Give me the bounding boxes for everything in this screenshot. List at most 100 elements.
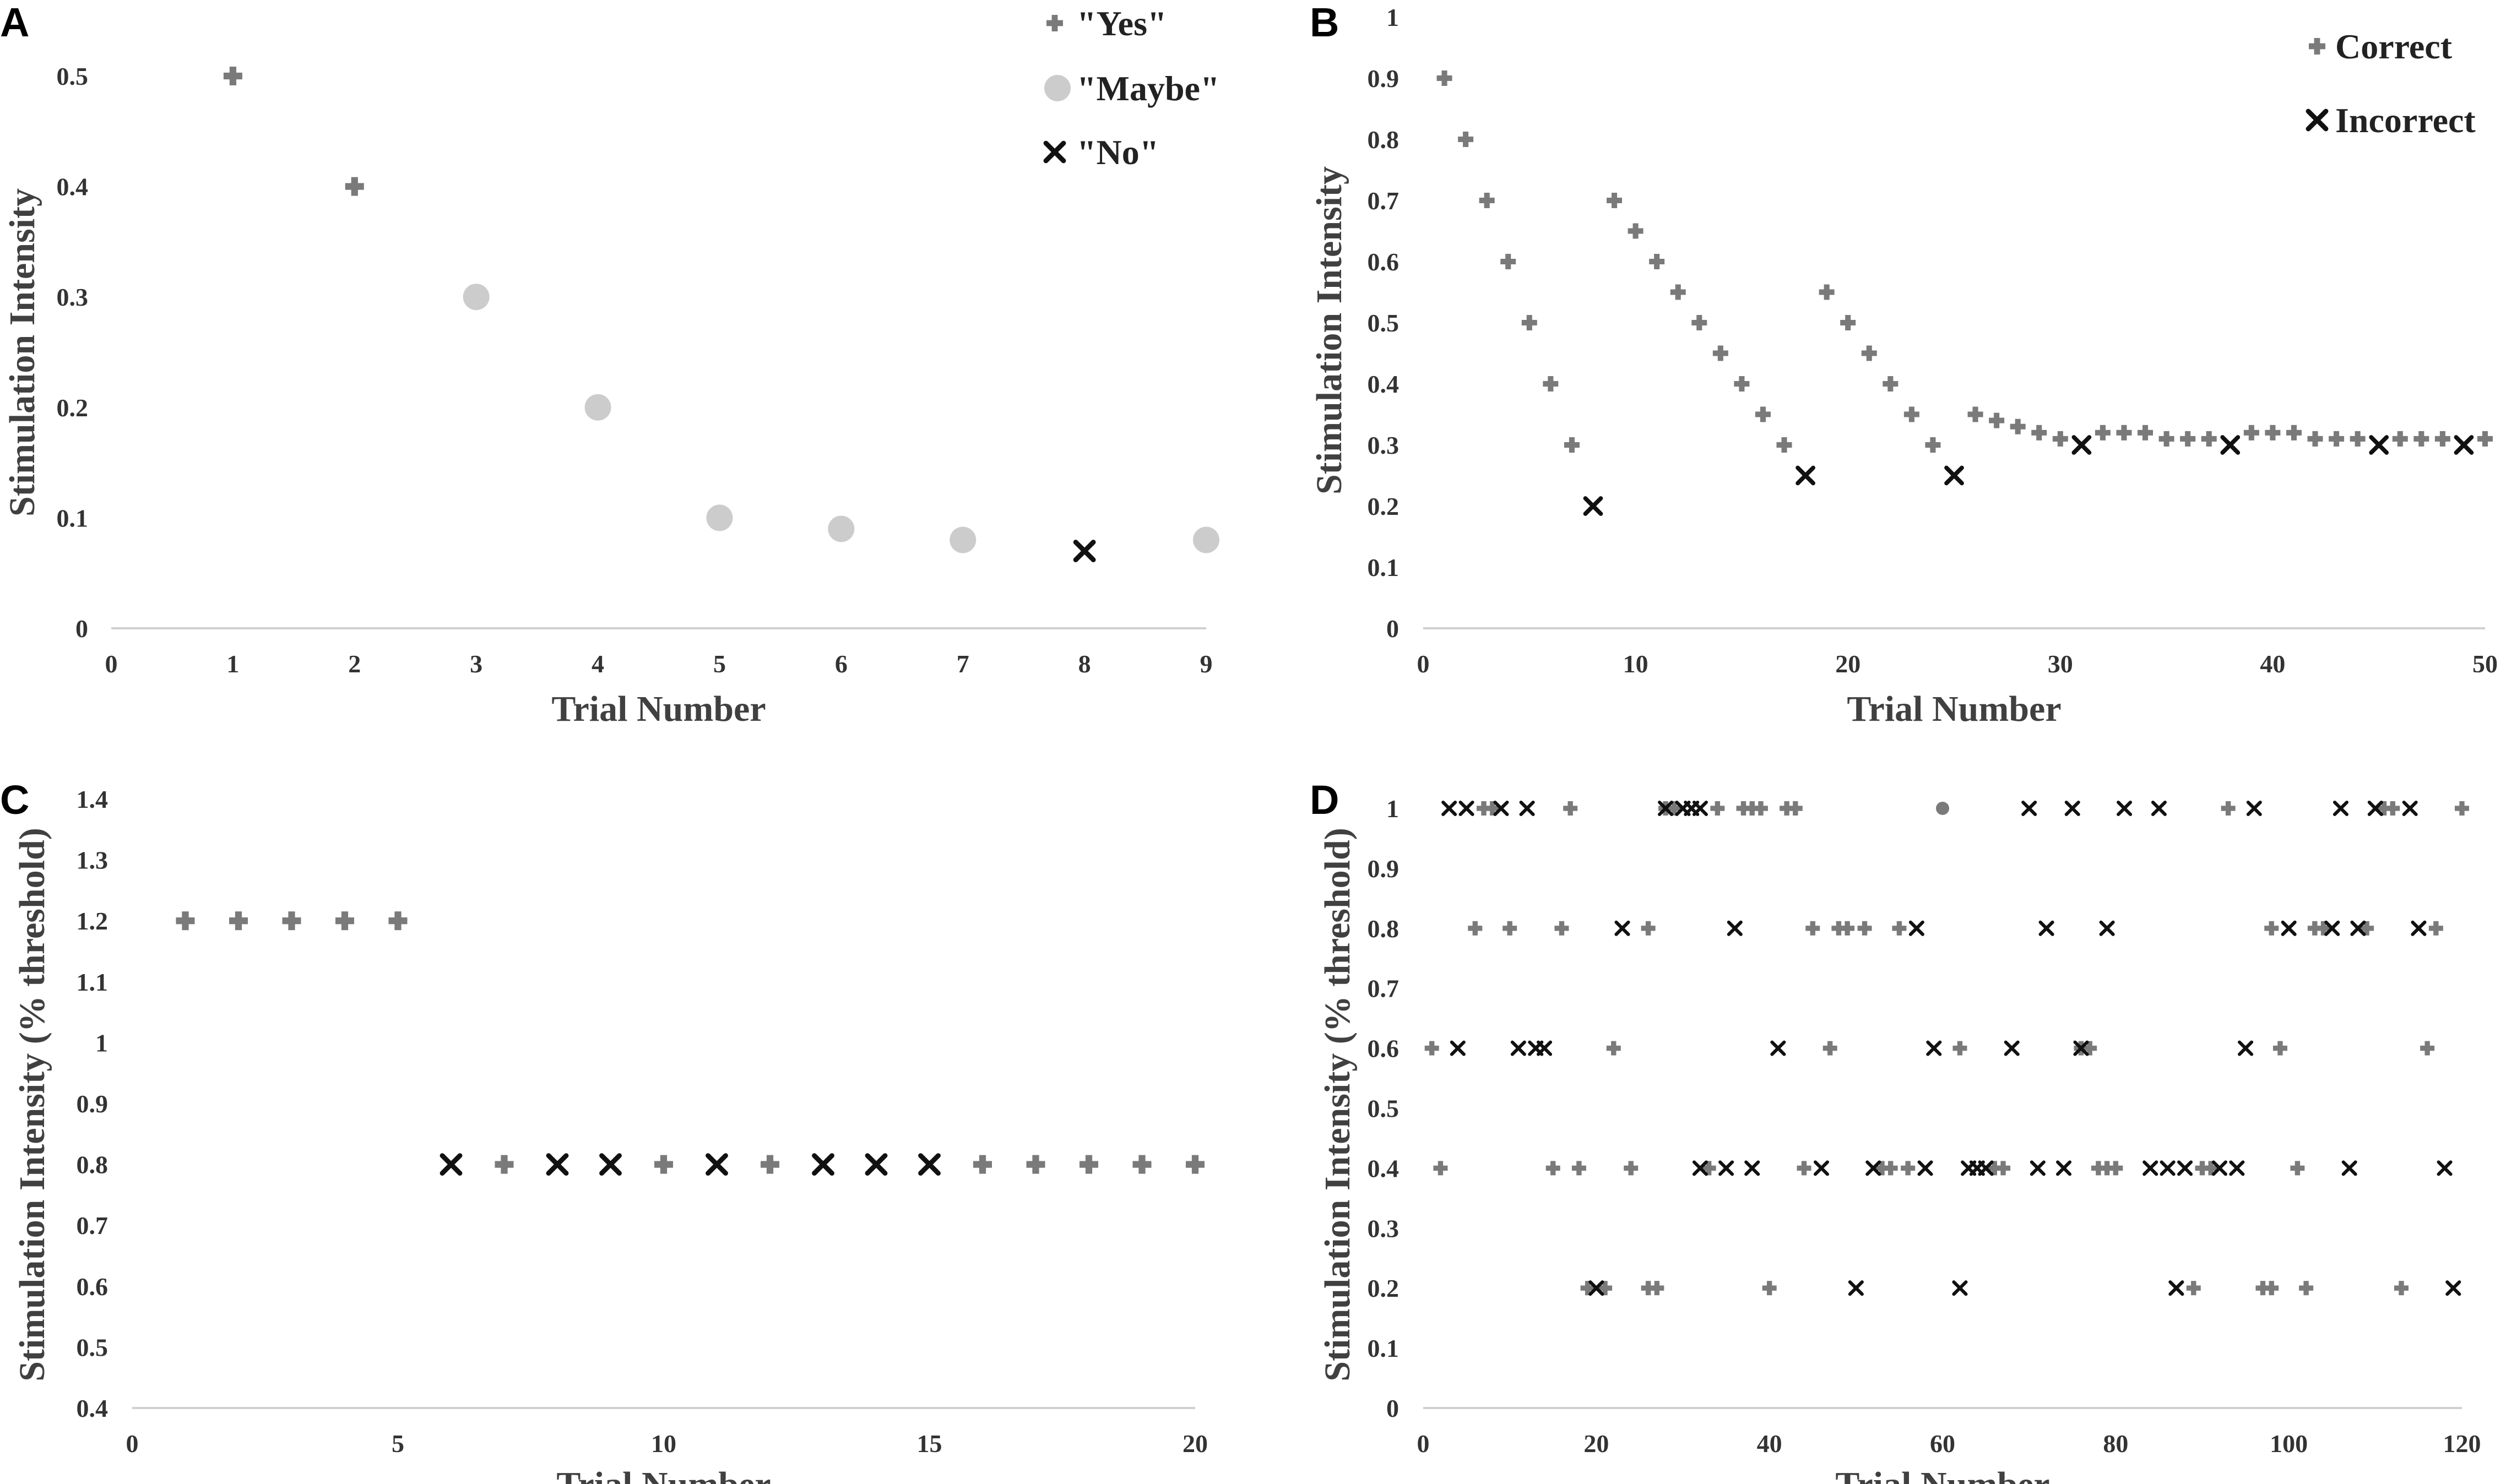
panel-d-y-tick: 0.9 — [1368, 855, 1400, 883]
legend-correct-plus-marker — [2309, 38, 2325, 55]
panel-b-point-plus — [2477, 431, 2493, 447]
panel-a-x-tick: 5 — [713, 650, 726, 678]
panel-d-point-plus — [1710, 801, 1725, 816]
panel-a-legend: "Yes" "Maybe" "No" — [1043, 4, 1219, 172]
panel-c-point-plus — [282, 911, 301, 931]
panel-d-point-plus — [1554, 921, 1569, 936]
panel-d-point-dot — [1936, 802, 1949, 815]
panel-b-point-plus — [1819, 284, 1835, 300]
panel-b-point-plus — [1883, 376, 1899, 392]
panel-d-point-cross — [2341, 1160, 2357, 1176]
panel-b-point-plus — [2265, 425, 2281, 441]
panel-c-y-ticks: 0.4 0.5 0.6 0.7 0.8 0.9 1 1.1 1.2 1.3 1.4 — [77, 785, 109, 1422]
panel-d-point-cross — [2246, 800, 2262, 817]
panel-c-x-tick: 15 — [917, 1429, 942, 1458]
legend-maybe: "Maybe" — [1044, 69, 1219, 108]
panel-c-point-plus — [335, 911, 354, 931]
panel-b-x-label: Trial Number — [1847, 689, 2061, 729]
panel-b-point-plus — [1607, 193, 1623, 208]
panel-a: A Trial Number Stimulation Intensity 0 1 2… — [0, 0, 1219, 729]
panel-a-x-tick: 2 — [348, 650, 361, 678]
panel-c-point-plus — [1080, 1155, 1098, 1174]
panel-a-x-tick: 0 — [105, 650, 118, 678]
panel-d-point-cross — [1493, 800, 1509, 817]
panel-d-point-plus — [1736, 801, 1751, 816]
panel-a-point-circle — [828, 515, 855, 542]
panel-b-point-cross — [2369, 435, 2389, 455]
panel-d-point-cross — [1441, 800, 1457, 817]
panel-d-x-label: Trial Number — [1835, 1465, 2049, 1484]
panel-d-point-cross — [1537, 1040, 1553, 1056]
panel-a-x-tick: 3 — [470, 650, 482, 678]
panel-d-point-plus — [1892, 921, 1907, 936]
panel-d-x-tick: 0 — [1417, 1429, 1430, 1458]
legend-no: "No" — [1043, 133, 1159, 172]
panel-d-point-cross — [2038, 920, 2054, 936]
panel-d-point-plus — [2272, 1041, 2287, 1056]
panel-d-point-plus — [1840, 921, 1855, 936]
panel-d-point-cross — [2004, 1040, 2020, 1056]
panel-d-point-cross — [2333, 800, 2348, 817]
panel-b-point-plus — [1500, 254, 1516, 269]
panel-d-point-cross — [2073, 1040, 2089, 1056]
panel-b-point-cross — [1944, 465, 1964, 486]
panel-d-point-plus — [2385, 801, 2400, 816]
panel-d-y-tick: 0.2 — [1368, 1274, 1400, 1302]
legend-correct: Correct — [2309, 27, 2453, 66]
panel-d-point-plus — [2420, 1041, 2435, 1056]
panel-c-y-tick: 0.8 — [77, 1151, 109, 1179]
panel-b-y-tick: 0.2 — [1368, 492, 1400, 520]
panel-d-point-cross — [2177, 1160, 2193, 1176]
panel-d-point-cross — [1744, 1160, 1760, 1176]
panel-d-point-cross — [2151, 800, 2167, 817]
panel-d-point-cross — [1978, 1160, 1994, 1176]
panel-b-point-plus — [1649, 254, 1665, 269]
panel-b-x-tick: 50 — [2472, 650, 2498, 678]
panel-c-point-cross — [440, 1153, 463, 1176]
panel-b-label: B — [1310, 0, 1339, 45]
panel-d-y-tick: 0 — [1386, 1394, 1399, 1422]
panel-c-x-tick: 20 — [1183, 1429, 1208, 1458]
panel-d-point-plus — [1780, 801, 1794, 816]
panel-b-point-plus — [1967, 406, 1983, 422]
panel-d-point-plus — [1901, 1161, 1916, 1176]
panel-b-point-plus — [1628, 223, 1643, 239]
panel-d-point-cross — [1658, 800, 1674, 817]
legend-yes: "Yes" — [1046, 4, 1167, 43]
panel-d-point-cross — [1865, 1160, 1881, 1176]
panel-c-y-tick: 0.9 — [77, 1090, 109, 1118]
panel-a-x-tick: 6 — [835, 650, 848, 678]
panel-a-point-cross — [1073, 540, 1096, 562]
panel-d-x-tick: 100 — [2270, 1429, 2308, 1458]
panel-b-point-plus — [1564, 437, 1580, 453]
panel-b-point-plus — [1543, 376, 1559, 392]
panel-d-point-plus — [2264, 1281, 2279, 1296]
panel-d-point-cross — [2142, 1160, 2158, 1176]
panel-d-y-tick: 0.6 — [1368, 1035, 1400, 1063]
panel-c-x-label: Trial Number — [556, 1465, 771, 1484]
panel-d-point-cross — [2211, 1160, 2227, 1176]
panel-a-y-tick: 0.3 — [57, 283, 89, 311]
panel-c-point-plus — [388, 911, 408, 931]
panel-b-point-plus — [1479, 193, 1495, 208]
panel-d-point-plus — [2204, 1161, 2218, 1176]
panel-d-point-plus — [1987, 1161, 2002, 1176]
legend-yes-label: "Yes" — [1077, 4, 1167, 43]
panel-d-x-tick: 20 — [1583, 1429, 1609, 1458]
panel-b-y-tick: 0.9 — [1368, 64, 1400, 93]
panel-d-point-plus — [1996, 1161, 2011, 1176]
panel-c-y-tick: 1.3 — [77, 846, 109, 874]
panel-d-point-plus — [2299, 1281, 2314, 1296]
panel-c-point-cross — [706, 1153, 728, 1176]
panel-d-point-plus — [1624, 1161, 1639, 1176]
panel-d-x-tick: 120 — [2443, 1429, 2481, 1458]
panel-d-point-cross — [2402, 800, 2418, 817]
panel-d-point-plus — [2377, 801, 2391, 816]
panel-d-point-plus — [1745, 801, 1760, 816]
panel-d-point-plus — [1701, 1161, 1716, 1176]
panel-d-point-plus — [1580, 1281, 1595, 1296]
panel-d-point-cross — [1614, 920, 1630, 936]
panel-d-point-plus — [1762, 1281, 1777, 1296]
panel-d-point-cross — [2437, 1160, 2453, 1176]
panel-b-y-tick: 0.5 — [1368, 309, 1400, 337]
